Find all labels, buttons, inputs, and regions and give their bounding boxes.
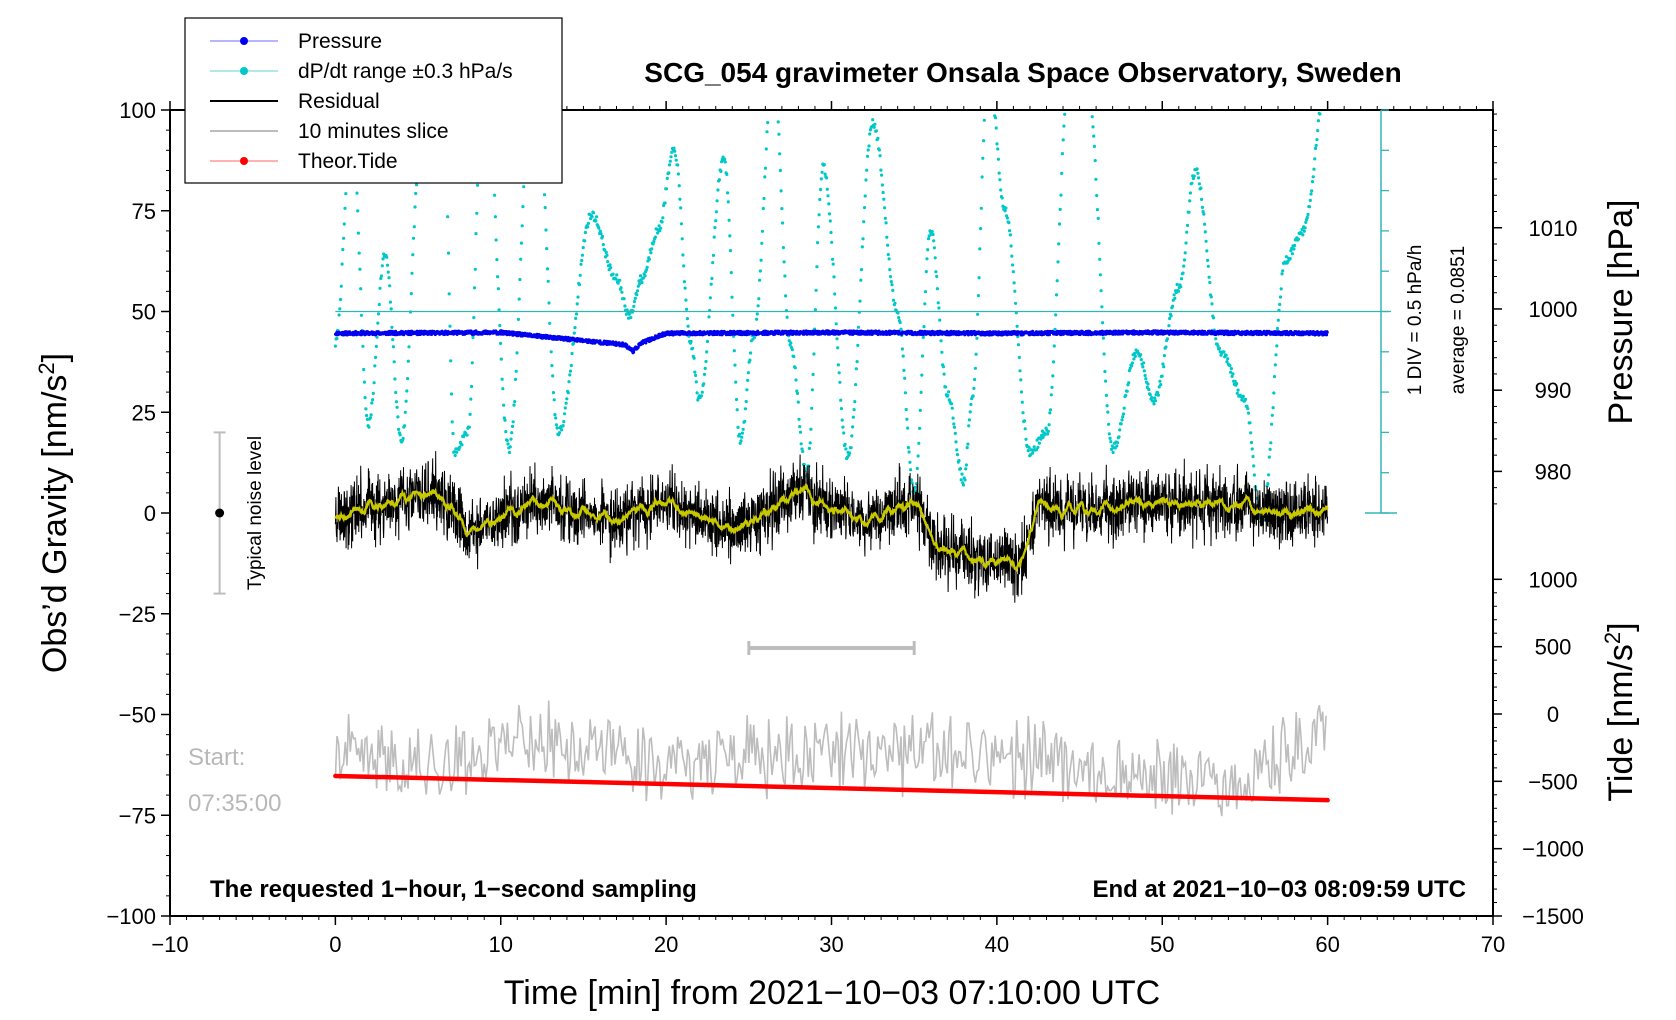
y-left-tick-label: 25: [132, 400, 156, 425]
x-tick-label: 10: [489, 932, 513, 957]
x-tick-label: 50: [1150, 932, 1174, 957]
slice-line: [334, 700, 1327, 817]
pressure-tick-label: 990: [1535, 378, 1572, 403]
slice-series: [334, 641, 1327, 817]
y-left-tick-label: −100: [106, 904, 156, 929]
tide-series: [333, 773, 1330, 803]
pressure-axis-internal: [335, 109, 1397, 514]
x-tick-label: 70: [1481, 932, 1505, 957]
y-left-axis-title-base: Obs’d Gravity [nm/s: [36, 375, 74, 674]
x-axis-title: Time [min] from 2021−10−03 07:10:00 UTC: [504, 974, 1160, 1012]
x-tick-label: 30: [819, 932, 843, 957]
tide-tick-label: 0: [1547, 702, 1559, 727]
y-left-tick-label: 0: [144, 501, 156, 526]
average-label: average = 0.0851: [1448, 246, 1469, 394]
chart-title: SCG_054 gravimeter Onsala Space Observat…: [644, 57, 1401, 88]
legend-items: Pressure dP/dt range ±0.3 hPa/s Residual 10…: [210, 30, 513, 173]
noise-label: Typical noise level: [245, 436, 266, 590]
y-left-tick-label: 50: [132, 300, 156, 325]
y-left-tick-label: −75: [119, 803, 156, 828]
start-label: Start:: [188, 744, 245, 771]
legend: Pressure dP/dt range ±0.3 hPa/s Residual 10…: [184, 17, 563, 184]
note-bottom-left: The requested 1−hour, 1−second sampling: [210, 876, 697, 903]
tide-tick-label: −500: [1528, 769, 1578, 794]
pressure-dots: [333, 329, 1329, 355]
pressure-tick-label: 980: [1535, 459, 1572, 484]
legend-label: Residual: [298, 90, 380, 113]
legend-label: dP/dt range ±0.3 hPa/s: [298, 60, 513, 83]
tide-axis-title-sup: 2: [1600, 632, 1625, 644]
legend-marker: [240, 67, 248, 75]
dpdt-series: [333, 111, 1322, 526]
x-tick-label: 60: [1315, 932, 1339, 957]
pressure-series: [333, 329, 1329, 355]
legend-marker: [240, 157, 248, 165]
y-left-axis-title-sup: 2: [34, 362, 59, 374]
y-left-axis-title: Obs’d Gravity [nm/s2]: [34, 353, 74, 673]
tide-line: [333, 773, 1330, 803]
y-left-tick-label: −25: [119, 602, 156, 627]
note-bottom-right: End at 2021−10−03 08:09:59 UTC: [1092, 876, 1466, 903]
y-left-axis-title-close: ]: [36, 353, 74, 362]
residual-series: [334, 451, 1329, 603]
x-axis-ticks: −10 0 10 20 30 40 50 60 70: [151, 101, 1505, 957]
x-tick-label: 40: [985, 932, 1009, 957]
residual-line: [334, 451, 1329, 603]
start-time: 07:35:00: [188, 790, 281, 817]
noise-bar-center: [215, 508, 225, 518]
tide-tick-label: 1000: [1529, 567, 1578, 592]
tide-axis-ticks: 1000 500 0 −500 −1000 −1500: [1493, 567, 1584, 929]
legend-label: Theor.Tide: [298, 150, 398, 173]
y-left-tick-label: 75: [132, 199, 156, 224]
tide-axis-title: Tide [nm/s2]: [1600, 622, 1640, 801]
tide-axis-title-base: Tide [nm/s: [1602, 644, 1640, 801]
y-left-axis-ticks: 100 75 50 25 0 −25 −50 −75 −100: [106, 98, 170, 929]
y-left-tick-label: 100: [119, 98, 156, 123]
tide-tick-label: −1000: [1522, 837, 1584, 862]
dpdt-dots: [333, 111, 1322, 526]
tide-tick-label: −1500: [1522, 904, 1584, 929]
legend-label: Pressure: [298, 30, 382, 53]
legend-label: 10 minutes slice: [298, 120, 449, 143]
y-left-tick-label: −50: [119, 703, 156, 728]
noise-level-bar: [213, 431, 226, 595]
x-tick-label: 20: [654, 932, 678, 957]
pressure-axis-ticks: 1010 1000 990 980: [1493, 113, 1578, 505]
legend-marker: [240, 37, 248, 45]
x-tick-label: 0: [329, 932, 341, 957]
pressure-axis-title: Pressure [hPa]: [1602, 200, 1640, 425]
tide-axis-title-close: ]: [1602, 622, 1640, 631]
tide-tick-label: 500: [1535, 635, 1572, 660]
pressure-tick-label: 1000: [1529, 297, 1578, 322]
x-tick-label: −10: [151, 932, 188, 957]
residual-smooth-line: [334, 483, 1329, 573]
div-label: 1 DIV = 0.5 hPa/h: [1405, 245, 1426, 396]
pressure-tick-label: 1010: [1529, 216, 1578, 241]
